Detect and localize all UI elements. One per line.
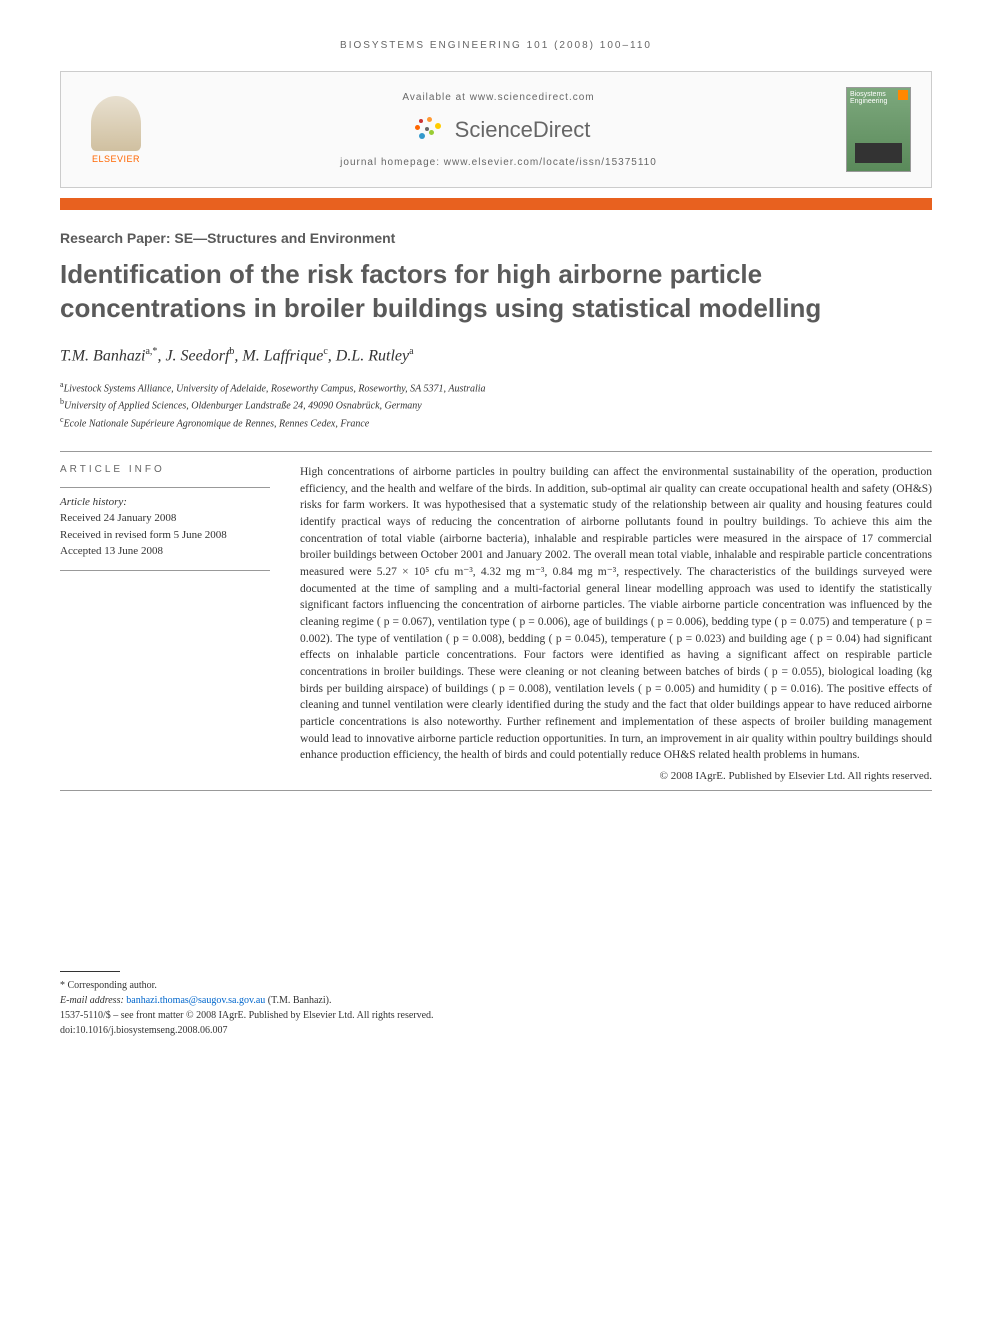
copyright-text: © 2008 IAgrE. Published by Elsevier Ltd.… [300, 770, 932, 782]
journal-cover-thumbnail: Biosystems Engineering [846, 87, 911, 172]
authors-list: T.M. Banhazia,*, J. Seedorfb, M. Laffriq… [60, 346, 932, 365]
accepted-date: Accepted 13 June 2008 [60, 543, 270, 560]
affiliation-line: bUniversity of Applied Sciences, Oldenbu… [60, 396, 932, 413]
sciencedirect-text: ScienceDirect [455, 117, 591, 143]
elsevier-tree-icon [91, 96, 141, 151]
sd-dot-icon [419, 133, 425, 139]
journal-cover-corner-icon [898, 90, 908, 100]
sciencedirect-dots-icon [407, 115, 447, 145]
page-footer: * Corresponding author. E-mail address: … [60, 971, 932, 1038]
sd-dot-icon [427, 117, 432, 122]
running-head: BIOSYSTEMS ENGINEERING 101 (2008) 100–11… [60, 40, 932, 51]
available-at-text: Available at www.sciencedirect.com [151, 92, 846, 103]
sd-dot-icon [425, 127, 429, 131]
doi-text: doi:10.1016/j.biosystemseng.2008.06.007 [60, 1023, 932, 1038]
revised-date: Received in revised form 5 June 2008 [60, 527, 270, 544]
email-label: E-mail address: [60, 995, 126, 1006]
footer-short-rule [60, 971, 120, 972]
paper-title: Identification of the risk factors for h… [60, 258, 932, 326]
corresponding-author-note: * Corresponding author. [60, 978, 932, 993]
info-divider [60, 487, 270, 488]
orange-divider-bar [60, 198, 932, 210]
sd-dot-icon [415, 125, 420, 130]
history-label: Article history: [60, 494, 270, 511]
sciencedirect-logo: ScienceDirect [407, 115, 591, 145]
journal-homepage-text: journal homepage: www.elsevier.com/locat… [151, 157, 846, 168]
article-info-heading: ARTICLE INFO [60, 464, 270, 475]
sd-dot-icon [435, 123, 441, 129]
elsevier-label: ELSEVIER [92, 154, 140, 164]
content-row: ARTICLE INFO Article history: Received 2… [60, 464, 932, 782]
paper-type-label: Research Paper: SE—Structures and Enviro… [60, 230, 932, 246]
article-history: Article history: Received 24 January 200… [60, 494, 270, 560]
bottom-divider [60, 790, 932, 791]
header-center: Available at www.sciencedirect.com Scien… [151, 92, 846, 168]
affiliations-list: aLivestock Systems Alliance, University … [60, 379, 932, 431]
elsevier-logo: ELSEVIER [81, 90, 151, 170]
email-suffix: (T.M. Banhazi). [265, 995, 331, 1006]
corresponding-email-link[interactable]: banhazi.thomas@saugov.sa.gov.au [126, 995, 265, 1006]
section-divider [60, 451, 932, 452]
affiliation-line: cEcole Nationale Supérieure Agronomique … [60, 414, 932, 431]
info-divider-bottom [60, 570, 270, 571]
sd-dot-icon [429, 130, 434, 135]
abstract-text: High concentrations of airborne particle… [300, 464, 932, 764]
journal-header-box: ELSEVIER Available at www.sciencedirect.… [60, 71, 932, 188]
journal-cover-image [855, 143, 902, 163]
affiliation-line: aLivestock Systems Alliance, University … [60, 379, 932, 396]
received-date: Received 24 January 2008 [60, 510, 270, 527]
abstract-column: High concentrations of airborne particle… [300, 464, 932, 782]
email-line: E-mail address: banhazi.thomas@saugov.sa… [60, 993, 932, 1008]
sd-dot-icon [419, 119, 423, 123]
article-info-column: ARTICLE INFO Article history: Received 2… [60, 464, 270, 782]
front-matter-text: 1537-5110/$ – see front matter © 2008 IA… [60, 1008, 932, 1023]
